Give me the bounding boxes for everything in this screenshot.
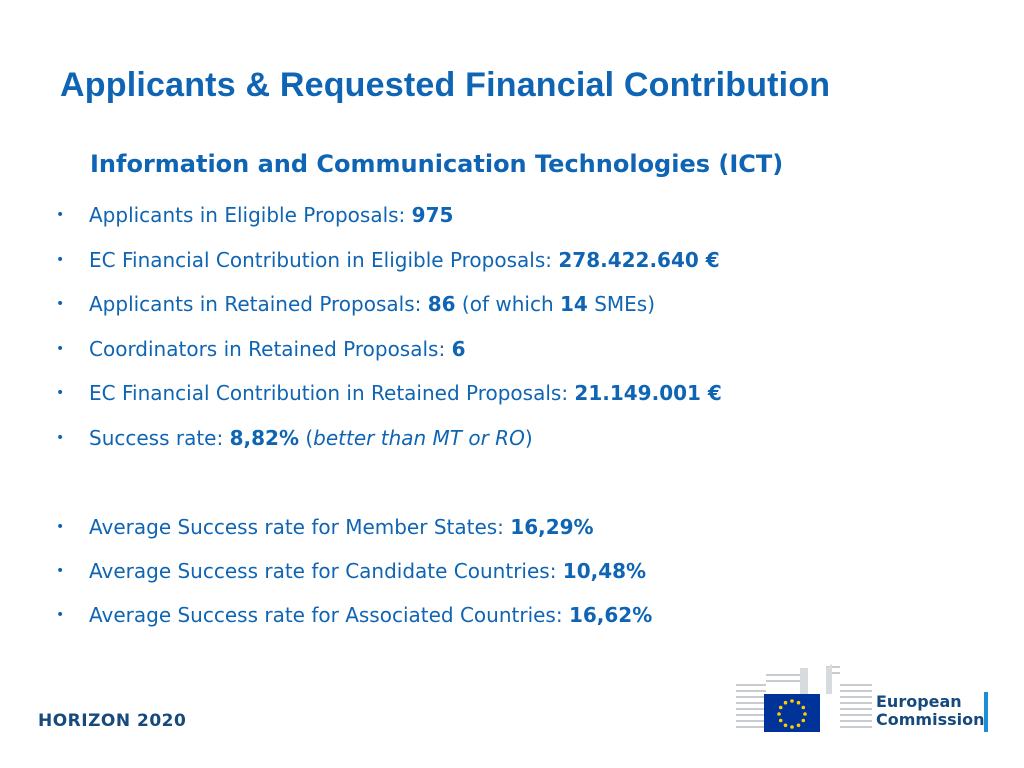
bullet-extra-value: 14 xyxy=(560,292,588,316)
bullet-value: 975 xyxy=(411,203,454,227)
bullet-extra-pre: (of which xyxy=(455,292,560,316)
bullet-dot-icon: • xyxy=(56,385,65,401)
bullet-avg-associated-countries: • Average Success rate for Associated Cou… xyxy=(56,600,652,630)
bullet-value: 278.422.640 € xyxy=(558,248,720,272)
bullet-value: 6 xyxy=(451,337,466,361)
bullet-applicants-retained: • Applicants in Retained Proposals: 86 (o… xyxy=(56,289,655,319)
bullet-dot-icon: • xyxy=(56,341,65,357)
bullet-label: Success rate: xyxy=(89,426,230,450)
bullet-label: Applicants in Retained Proposals: xyxy=(89,292,428,316)
bullet-value: 16,29% xyxy=(510,515,594,539)
bullet-extra-post: SMEs) xyxy=(587,292,656,316)
bullet-avg-candidate-countries: • Average Success rate for Candidate Coun… xyxy=(56,556,646,586)
wordmark-line-1: European xyxy=(876,692,962,711)
bullet-coordinators-retained: • Coordinators in Retained Proposals: 6 xyxy=(56,334,465,364)
bullet-label: Applicants in Eligible Proposals: xyxy=(89,203,412,227)
bullet-label: Average Success rate for Candidate Count… xyxy=(89,559,563,583)
bullet-dot-icon: • xyxy=(56,430,65,446)
bullet-ec-contribution-eligible: • EC Financial Contribution in Eligible P… xyxy=(56,245,720,275)
bullet-label: EC Financial Contribution in Eligible Pr… xyxy=(89,248,559,272)
bullet-dot-icon: • xyxy=(56,563,65,579)
bullet-dot-icon: • xyxy=(56,519,65,535)
european-commission-wordmark: European Commission xyxy=(876,693,984,729)
logo-accent-bar xyxy=(984,692,988,732)
bullet-dot-icon: • xyxy=(56,607,65,623)
bullet-note-italic: better than MT or RO xyxy=(313,426,525,450)
bullet-dot-icon: • xyxy=(56,207,65,223)
bullet-label: Coordinators in Retained Proposals: xyxy=(89,337,452,361)
bullet-label: Average Success rate for Member States: xyxy=(89,515,511,539)
building-graphic-icon xyxy=(736,664,872,728)
bullet-value: 8,82% xyxy=(229,426,299,450)
horizon-2020-label: HORIZON 2020 xyxy=(38,711,187,731)
bullet-label: Average Success rate for Associated Coun… xyxy=(89,603,569,627)
bullet-ec-contribution-retained: • EC Financial Contribution in Retained P… xyxy=(56,378,722,408)
eu-flag-icon xyxy=(764,694,820,732)
bullet-applicants-eligible: • Applicants in Eligible Proposals: 975 xyxy=(56,200,453,230)
bullet-value: 86 xyxy=(427,292,456,316)
bullet-success-rate: • Success rate: 8,82% (better than MT or … xyxy=(56,423,533,453)
bullet-value: 16,62% xyxy=(568,603,653,627)
slide-subtitle: Information and Communication Technologi… xyxy=(90,150,784,178)
bullet-value: 10,48% xyxy=(562,559,647,583)
bullet-label: EC Financial Contribution in Retained Pr… xyxy=(89,381,575,405)
bullet-avg-member-states: • Average Success rate for Member States:… xyxy=(56,512,594,542)
bullet-dot-icon: • xyxy=(56,296,65,312)
bullet-note-post: ) xyxy=(524,426,533,450)
bullet-note-pre: ( xyxy=(298,426,314,450)
wordmark-line-2: Commission xyxy=(876,710,985,729)
european-commission-logo xyxy=(736,664,872,732)
bullet-dot-icon: • xyxy=(56,252,65,268)
bullet-value: 21.149.001 € xyxy=(574,381,722,405)
slide-title: Applicants & Requested Financial Contrib… xyxy=(60,66,831,104)
